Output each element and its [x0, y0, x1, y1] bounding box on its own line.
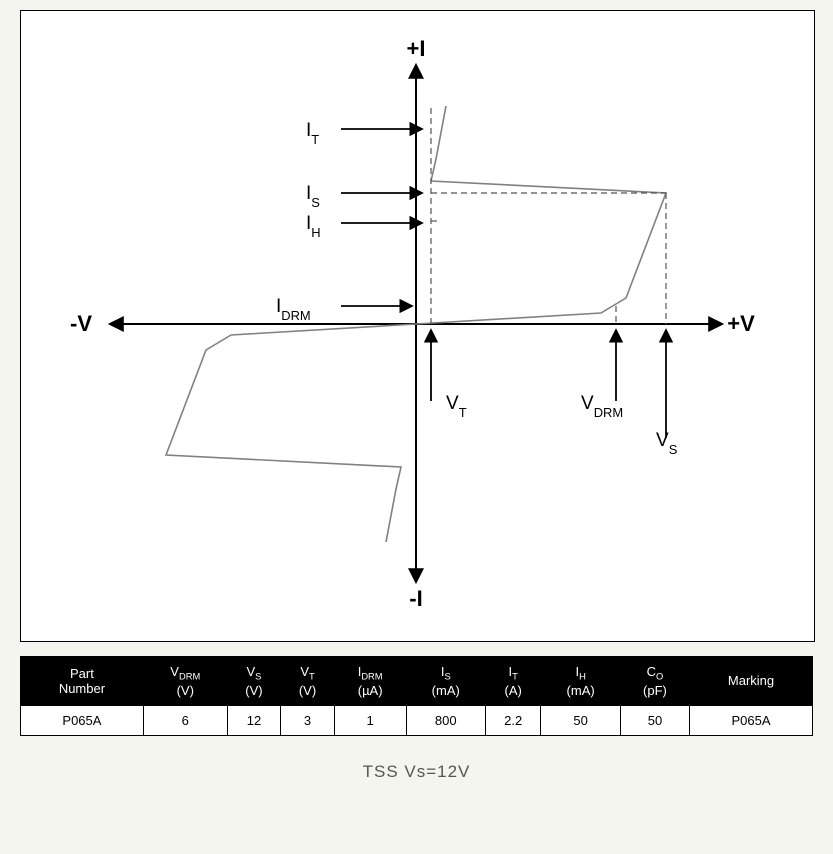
iv-svg: -V+V+I-IITISIHIDRMVTVDRMVS [21, 11, 811, 637]
svg-text:+I: +I [407, 36, 426, 61]
table-cell: 12 [227, 706, 281, 736]
table-header: VS(V) [227, 657, 281, 706]
table-cell: 50 [620, 706, 689, 736]
table-header: Marking [690, 657, 813, 706]
table-cell: 2.2 [486, 706, 541, 736]
table-header: IDRM(µA) [334, 657, 406, 706]
caption: TSS Vs=12V [20, 762, 813, 782]
table-header: IS(mA) [406, 657, 486, 706]
table-header: IH(mA) [541, 657, 621, 706]
table-header: PartNumber [21, 657, 144, 706]
svg-text:IT: IT [306, 120, 319, 147]
table-cell: 50 [541, 706, 621, 736]
svg-text:-V: -V [70, 311, 92, 336]
params-table: PartNumberVDRM(V)VS(V)VT(V)IDRM(µA)IS(mA… [20, 656, 813, 736]
svg-text:IH: IH [306, 213, 321, 240]
table-cell: 6 [143, 706, 227, 736]
table-header: IT(A) [486, 657, 541, 706]
svg-text:IS: IS [306, 183, 320, 210]
iv-diagram: -V+V+I-IITISIHIDRMVTVDRMVS [20, 10, 815, 642]
table-cell: 800 [406, 706, 486, 736]
svg-text:-I: -I [409, 586, 422, 611]
table-header: VT(V) [281, 657, 335, 706]
svg-text:VT: VT [446, 393, 467, 420]
table-cell: P065A [690, 706, 813, 736]
table-cell: 3 [281, 706, 335, 736]
svg-text:IDRM: IDRM [276, 296, 311, 323]
table-cell: P065A [21, 706, 144, 736]
svg-text:+V: +V [727, 311, 755, 336]
table-header-row: PartNumberVDRM(V)VS(V)VT(V)IDRM(µA)IS(mA… [21, 657, 813, 706]
table-data-row: P065A612318002.25050P065A [21, 706, 813, 736]
table-cell: 1 [334, 706, 406, 736]
table-header: CO(pF) [620, 657, 689, 706]
table-header: VDRM(V) [143, 657, 227, 706]
